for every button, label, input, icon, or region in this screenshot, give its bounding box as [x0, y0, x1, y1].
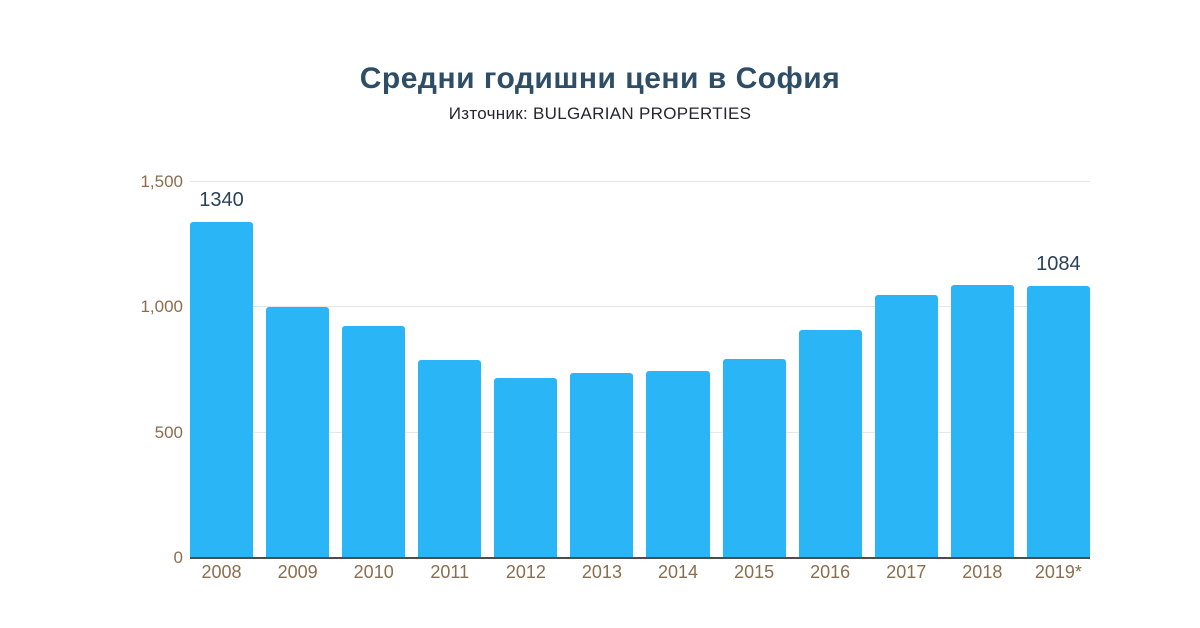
- x-tick-label-2016: 2016: [810, 562, 851, 582]
- bar-chart-plot-area: 1340 1084: [190, 181, 1090, 559]
- x-tick-label-2013: 2013: [581, 562, 622, 582]
- bar-column-2010: [342, 182, 406, 558]
- x-tick-label-2018: 2018: [962, 562, 1003, 582]
- x-tick-label-2011: 2011: [430, 562, 470, 582]
- bar-column-2009: [266, 182, 330, 558]
- x-tick-label-2012: 2012: [505, 562, 546, 582]
- bar-column-2019*: 1084: [1026, 182, 1090, 558]
- x-tick-label-2014: 2014: [657, 562, 699, 582]
- x-tick-label-2010: 2010: [353, 562, 394, 582]
- bar-2019*: [1026, 286, 1090, 558]
- y-tick-label-1500: 1,500: [140, 172, 183, 191]
- x-tick-label-2008: 2008: [201, 562, 242, 582]
- bar-column-2017: [874, 182, 938, 558]
- bar-2008: [190, 222, 254, 558]
- bar-column-2015: [722, 182, 786, 558]
- bar-2015: [722, 358, 786, 558]
- bar-column-2011: [418, 182, 482, 558]
- y-axis: 1,500 1,000 500 0: [95, 172, 183, 567]
- gridline-1000: [190, 306, 1090, 308]
- bar-column-2018: [950, 182, 1014, 558]
- chart-header: Средни годишни цени в София Източник: BU…: [0, 0, 1200, 124]
- chart-title: Средни годишни цени в София: [359, 62, 841, 95]
- bar-2013: [570, 372, 634, 558]
- x-axis-baseline: [190, 557, 1090, 559]
- y-tick-label-1000: 1,000: [140, 297, 183, 317]
- bar-series: 1340 1084: [190, 182, 1090, 558]
- bar-value-label-2019*: 1084: [1036, 253, 1081, 276]
- bar-value-label-2008: 1340: [199, 189, 244, 212]
- y-tick-label-0: 0: [173, 548, 183, 567]
- x-tick-label-2015: 2015: [734, 562, 775, 582]
- bar-column-2012: [494, 182, 558, 558]
- x-tick-label-2009: 2009: [277, 562, 318, 582]
- bar-column-2014: [646, 182, 710, 558]
- bar-column-2013: [570, 182, 634, 558]
- bar-2011: [418, 359, 482, 558]
- gridline-500: [190, 431, 1090, 433]
- bar-2010: [342, 326, 406, 558]
- bar-2016: [798, 329, 862, 558]
- x-tick-label-2017: 2017: [886, 562, 927, 582]
- bar-column-2016: [798, 182, 862, 558]
- bar-2014: [646, 371, 710, 558]
- bar-2009: [266, 307, 330, 558]
- bar-column-2008: 1340: [190, 182, 254, 558]
- chart-subtitle: Източник: BULGARIAN PROPERTIES: [448, 104, 752, 123]
- bar-2017: [874, 294, 938, 558]
- bar-2018: [950, 284, 1014, 558]
- y-tick-label-500: 500: [154, 422, 183, 442]
- x-tick-label-2019*: 2019*: [1034, 562, 1082, 582]
- x-axis: 2008 2009 2010 2011 2012 2013 2014 2015 2016 2017…: [190, 562, 1090, 583]
- bar-2012: [494, 377, 558, 558]
- gridline-1500: [190, 181, 1090, 182]
